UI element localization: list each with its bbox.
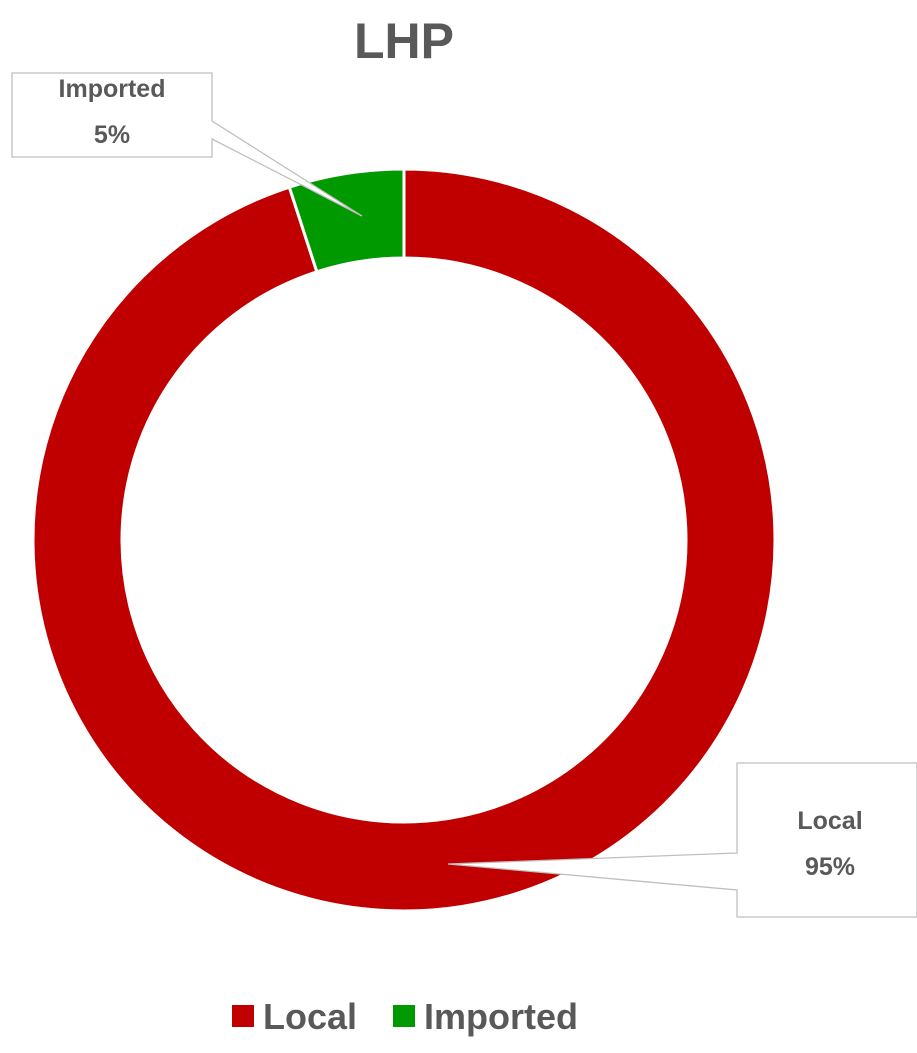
slice-imported (287, 167, 406, 274)
callout-box-imported (11, 72, 363, 217)
chart-legend: Local Imported (232, 996, 578, 1037)
callout-label-imported: Imported (59, 75, 166, 103)
legend-swatch-local (232, 1005, 254, 1027)
chart-title: LHP (354, 13, 454, 69)
data-label-callouts: Imported 5% Local 95% (11, 72, 917, 918)
callout-value-imported: 5% (94, 121, 130, 149)
legend-label-local: Local (263, 996, 357, 1037)
callout-label-local: Local (797, 807, 862, 835)
callout-value-local: 95% (805, 853, 855, 881)
slice-local (31, 167, 777, 913)
chart-slices (31, 167, 777, 913)
legend-swatch-imported (393, 1005, 415, 1027)
callout-box-local (447, 762, 917, 918)
legend-label-imported: Imported (424, 996, 578, 1037)
